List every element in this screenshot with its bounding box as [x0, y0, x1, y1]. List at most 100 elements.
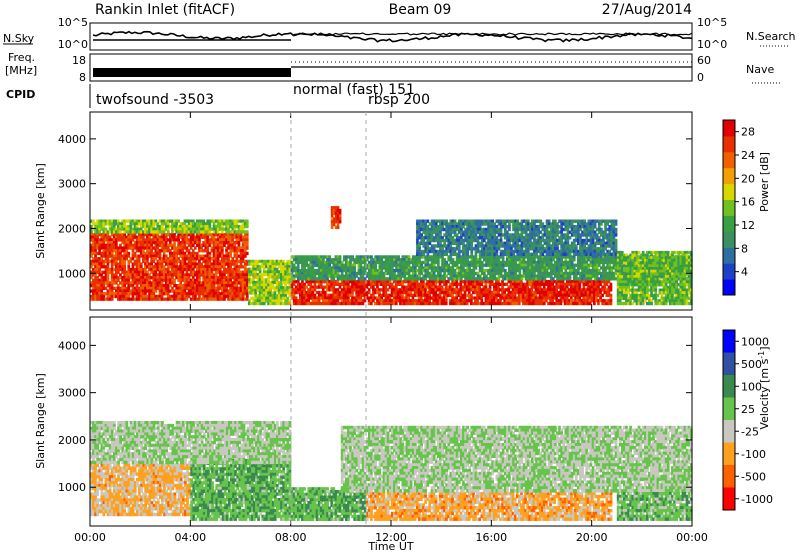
heatmap-cell — [179, 270, 183, 274]
heatmap-cell — [216, 270, 220, 274]
cpid-entry-2: rbsp 200 — [368, 92, 430, 108]
heatmap-cell — [200, 289, 203, 293]
heatmap-cell — [235, 294, 239, 299]
heatmap-cell — [131, 281, 135, 285]
heatmap-cell — [196, 284, 199, 288]
heatmap-cell — [208, 265, 212, 269]
heatmap-cell — [191, 278, 195, 282]
heatmap-cell — [94, 259, 97, 264]
heatmap-cell — [210, 246, 214, 250]
heatmap-cell — [221, 257, 224, 261]
heatmap-cell — [187, 257, 191, 261]
heatmap-cell — [98, 265, 101, 269]
heatmap-cell — [214, 297, 218, 301]
heatmap-cell — [94, 241, 97, 245]
heatmap-cell — [150, 281, 153, 285]
heatmap-cell — [121, 254, 124, 258]
heatmap-cell — [231, 281, 235, 285]
heatmap-cell — [204, 257, 208, 261]
heatmap-cell — [164, 259, 168, 264]
heatmap-cell — [185, 286, 189, 290]
heatmap-cell — [196, 267, 199, 272]
heatmap-cell — [169, 251, 172, 256]
heatmap-cell — [166, 292, 170, 296]
heatmap-cell — [152, 259, 156, 264]
heatmap-cell — [158, 273, 162, 277]
heatmap-cell — [214, 233, 218, 237]
heatmap-cell — [164, 278, 168, 282]
heatmap-cell — [150, 297, 153, 301]
freq-tick-bottom: 8 — [79, 71, 86, 84]
heatmap-cell — [198, 289, 201, 293]
heatmap-cell — [221, 241, 224, 245]
heatmap-cell — [115, 233, 118, 237]
heatmap-cell — [194, 246, 197, 250]
heatmap-cell — [162, 243, 166, 247]
heatmap-cell — [212, 249, 216, 253]
heatmap-cell — [235, 259, 239, 264]
heatmap-cell — [200, 281, 203, 285]
heatmap-cell — [152, 292, 156, 296]
heatmap-cell — [191, 284, 195, 288]
heatmap-cell — [127, 238, 131, 242]
heatmap-cell — [156, 276, 160, 280]
heatmap-cell — [200, 254, 203, 258]
heatmap-cell — [237, 292, 241, 296]
heatmap-cell — [214, 294, 218, 299]
heatmap-cell — [160, 243, 164, 247]
heatmap-cell — [204, 233, 208, 237]
heatmap-cell — [185, 265, 189, 269]
heatmap-cell — [117, 297, 120, 301]
heatmap-cell — [102, 284, 106, 288]
heatmap-cell — [221, 259, 224, 264]
heatmap-cell — [92, 257, 95, 261]
heatmap-cell — [235, 276, 239, 280]
heatmap-cell — [223, 297, 226, 301]
heatmap-cell — [164, 297, 168, 301]
heatmap-cell — [98, 270, 101, 274]
heatmap-cell — [106, 254, 110, 258]
heatmap-cell — [181, 284, 185, 288]
heatmap-cell — [125, 257, 128, 261]
heatmap-cell — [245, 224, 249, 229]
heatmap-cell — [162, 259, 166, 264]
heatmap-cell — [129, 267, 133, 272]
heatmap-cell — [117, 294, 120, 299]
heatmap-cell — [179, 259, 183, 264]
heatmap-cell — [196, 286, 199, 290]
heatmap-cell — [175, 284, 178, 288]
heatmap-cell — [225, 294, 228, 299]
heatmap-cell — [142, 286, 145, 290]
heatmap-cell — [235, 235, 239, 239]
heatmap-cell — [142, 233, 145, 237]
heatmap-cell — [133, 273, 137, 277]
heatmap-cell — [94, 270, 97, 274]
heatmap-cell — [104, 243, 108, 247]
heatmap-cell — [218, 278, 222, 282]
heatmap-cell — [171, 267, 174, 272]
heatmap-cell — [156, 267, 160, 272]
heatmap-cell — [164, 289, 168, 293]
heatmap-cell — [225, 284, 228, 288]
heatmap-cell — [212, 265, 216, 269]
heatmap-cell — [181, 294, 185, 299]
heatmap-cell — [202, 241, 205, 245]
heatmap-cell — [175, 273, 178, 277]
heatmap-cell — [150, 286, 153, 290]
heatmap-cell — [142, 249, 145, 253]
heatmap-cell — [204, 292, 208, 296]
heatmap-cell — [150, 284, 153, 288]
heatmap-cell — [210, 278, 214, 282]
heatmap-cell — [179, 251, 183, 256]
heatmap-cell — [225, 249, 228, 253]
heatmap-cell — [117, 284, 120, 288]
heatmap-cell — [218, 246, 222, 250]
heatmap-cell — [237, 294, 241, 299]
heatmap-cell — [444, 301, 448, 306]
heatmap-cell — [106, 235, 110, 239]
heatmap-cell — [196, 254, 199, 258]
heatmap-cell — [152, 278, 156, 282]
heatmap-cell — [137, 235, 141, 239]
heatmap-cell — [183, 284, 187, 288]
heatmap-cell — [225, 251, 228, 256]
